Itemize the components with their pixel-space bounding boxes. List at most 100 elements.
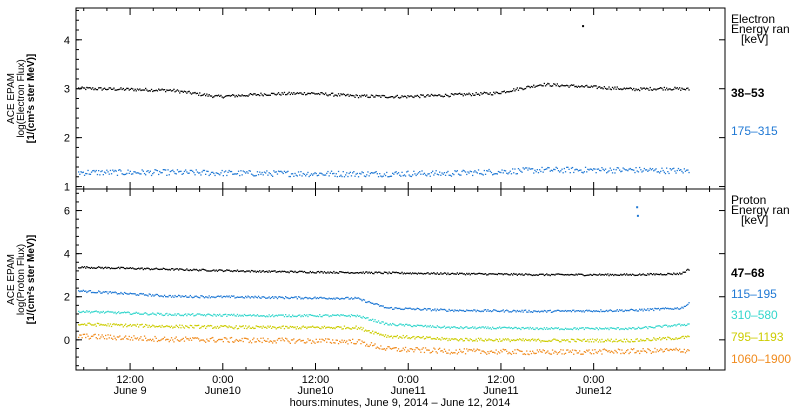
data-point (606, 172, 608, 174)
data-point (152, 268, 154, 271)
data-point (126, 87, 128, 89)
data-point (123, 173, 126, 176)
data-point (561, 328, 563, 330)
data-point (147, 314, 149, 316)
data-point (212, 336, 214, 339)
data-point (300, 298, 302, 300)
data-point (277, 92, 280, 94)
data-point (342, 171, 344, 173)
data-point (334, 342, 336, 344)
data-point (329, 327, 331, 329)
data-point (528, 167, 530, 169)
data-point (142, 268, 144, 271)
data-point (247, 270, 249, 272)
data-point (115, 292, 117, 294)
data-point (574, 169, 576, 171)
data-point (335, 326, 337, 328)
data-point (469, 338, 471, 340)
data-point (501, 91, 503, 93)
data-point (568, 310, 570, 312)
data-point (446, 337, 448, 340)
data-point (452, 352, 454, 354)
data-point (493, 340, 495, 342)
data-point (683, 88, 685, 90)
data-point (303, 173, 306, 175)
data-point (109, 291, 112, 293)
data-point (387, 324, 389, 326)
data-point (649, 308, 651, 310)
data-point (239, 270, 241, 272)
data-point (507, 353, 509, 355)
data-point (207, 324, 209, 327)
data-point (337, 326, 340, 328)
data-point (489, 339, 491, 341)
data-point (158, 295, 160, 297)
data-point (241, 296, 243, 298)
data-point (188, 90, 190, 92)
data-point (519, 87, 521, 89)
data-point (426, 272, 428, 274)
data-point (524, 309, 527, 311)
data-point (366, 343, 368, 345)
data-point (630, 339, 632, 341)
data-point (297, 314, 300, 316)
data-point (434, 172, 436, 174)
data-point (361, 272, 363, 274)
data-point (581, 85, 583, 87)
data-point (147, 326, 149, 328)
data-point (503, 273, 505, 275)
data-point (477, 272, 480, 275)
data-point (419, 96, 421, 99)
data-point (274, 315, 276, 317)
data-point (79, 324, 81, 326)
data-point (608, 328, 610, 331)
data-point (571, 328, 574, 331)
data-point (254, 315, 256, 317)
data-point (186, 325, 188, 327)
data-point (489, 310, 491, 312)
data-point (432, 350, 434, 352)
data-point (421, 272, 423, 275)
data-point (243, 327, 246, 329)
data-point (308, 339, 310, 342)
data-point (259, 94, 261, 97)
data-point (178, 340, 180, 342)
data-point (189, 337, 191, 339)
data-point (555, 166, 557, 168)
data-point (277, 337, 280, 340)
data-point (432, 338, 434, 340)
data-point (295, 271, 297, 274)
electron-ytick-label: 2 (64, 133, 70, 145)
data-point (626, 273, 628, 275)
data-point (161, 172, 163, 174)
data-point (631, 349, 634, 351)
data-point (566, 328, 568, 330)
data-point (166, 312, 168, 315)
data-point (388, 96, 390, 98)
data-point (669, 348, 671, 350)
data-point (520, 338, 522, 341)
data-point (254, 327, 256, 329)
data-point (397, 307, 400, 310)
data-point (222, 97, 224, 99)
data-point (454, 326, 456, 328)
data-point (130, 313, 133, 315)
data-point (420, 337, 422, 339)
data-point (203, 340, 206, 342)
data-point (362, 327, 364, 329)
data-point (215, 94, 217, 97)
data-point (571, 166, 574, 169)
data-point (340, 271, 342, 273)
data-point (113, 87, 115, 89)
proton-series-0 (78, 266, 690, 277)
data-point (254, 93, 256, 95)
data-point (337, 297, 340, 300)
data-point (290, 92, 293, 94)
data-point (202, 268, 204, 270)
data-point (568, 341, 570, 343)
data-point (209, 95, 211, 97)
data-point (617, 327, 620, 329)
data-point (155, 267, 157, 269)
data-point (635, 351, 637, 354)
data-point (429, 273, 431, 275)
